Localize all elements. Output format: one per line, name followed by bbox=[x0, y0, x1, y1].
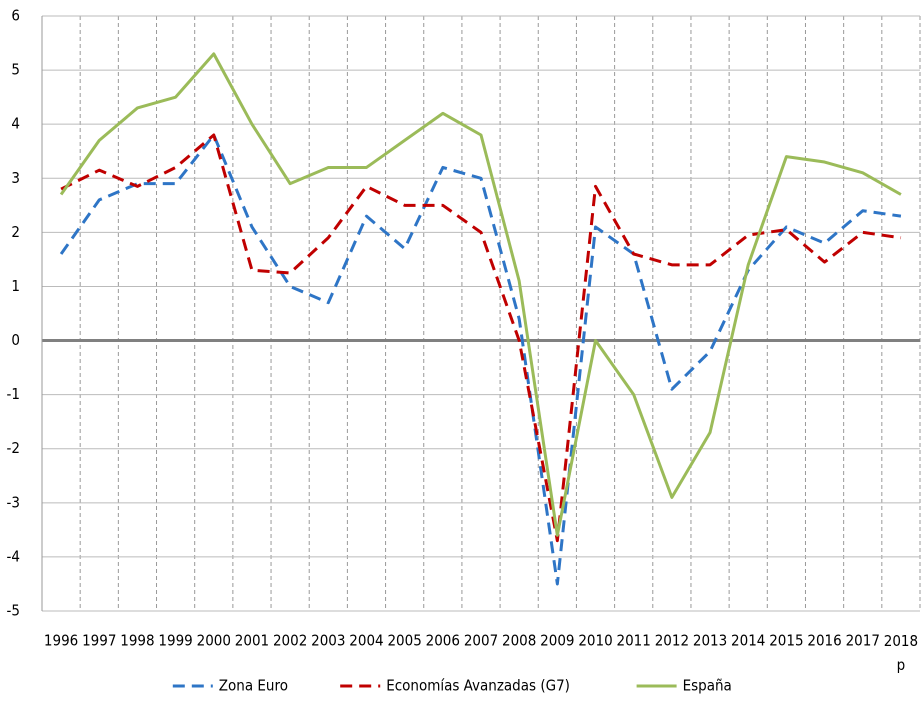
x-tick-label: 2016 bbox=[807, 632, 841, 650]
legend-label: Zona Euro bbox=[219, 677, 288, 695]
x-tick-label: 2007 bbox=[464, 632, 498, 650]
x-tick-label: 2015 bbox=[769, 632, 803, 650]
y-tick-label: 6 bbox=[11, 7, 20, 25]
x-tick-label: 2014 bbox=[731, 632, 765, 650]
y-tick-label: 5 bbox=[11, 61, 20, 79]
y-tick-label: -5 bbox=[7, 602, 20, 620]
x-tick-label: 2009 bbox=[540, 632, 574, 650]
x-tick-label: 1999 bbox=[158, 632, 192, 650]
y-tick-label: 4 bbox=[11, 115, 20, 133]
x-tick-label: 2012 bbox=[655, 632, 689, 650]
series-line bbox=[60, 133, 902, 543]
x-tick-label: 1998 bbox=[120, 632, 154, 650]
x-tick-label: 2000 bbox=[197, 632, 231, 650]
y-tick-label: 0 bbox=[11, 331, 20, 349]
x-tick-label: 2005 bbox=[387, 632, 421, 650]
legend-label: Economías Avanzadas (G7) bbox=[386, 677, 570, 695]
x-tick-label: 2001 bbox=[235, 632, 269, 650]
series-line bbox=[59, 133, 902, 586]
y-tick-label: -4 bbox=[7, 547, 20, 565]
y-tick-label: -3 bbox=[7, 493, 20, 511]
x-tick-label: 2003 bbox=[311, 632, 345, 650]
y-tick-label: 2 bbox=[11, 223, 20, 241]
x-tick-label: 2004 bbox=[349, 632, 383, 650]
x-tick-label: 2002 bbox=[273, 632, 307, 650]
series-line bbox=[59, 52, 902, 537]
x-tick-label: 2017 bbox=[846, 632, 880, 650]
x-tick-label: 2008 bbox=[502, 632, 536, 650]
x-tick-label: 1997 bbox=[82, 632, 116, 650]
x-tick-label: 2010 bbox=[578, 632, 612, 650]
x-tick-label: 1996 bbox=[44, 632, 78, 650]
x-tick-label: 2006 bbox=[426, 632, 460, 650]
y-tick-label: -2 bbox=[7, 439, 20, 457]
y-tick-label: 3 bbox=[11, 169, 20, 187]
x-tick-label: 2018 p bbox=[884, 632, 918, 674]
y-tick-label: -1 bbox=[7, 385, 20, 403]
legend-label: España bbox=[683, 677, 732, 695]
y-tick-label: 1 bbox=[11, 277, 20, 295]
x-tick-label: 2011 bbox=[617, 632, 651, 650]
x-tick-label: 2013 bbox=[693, 632, 727, 650]
